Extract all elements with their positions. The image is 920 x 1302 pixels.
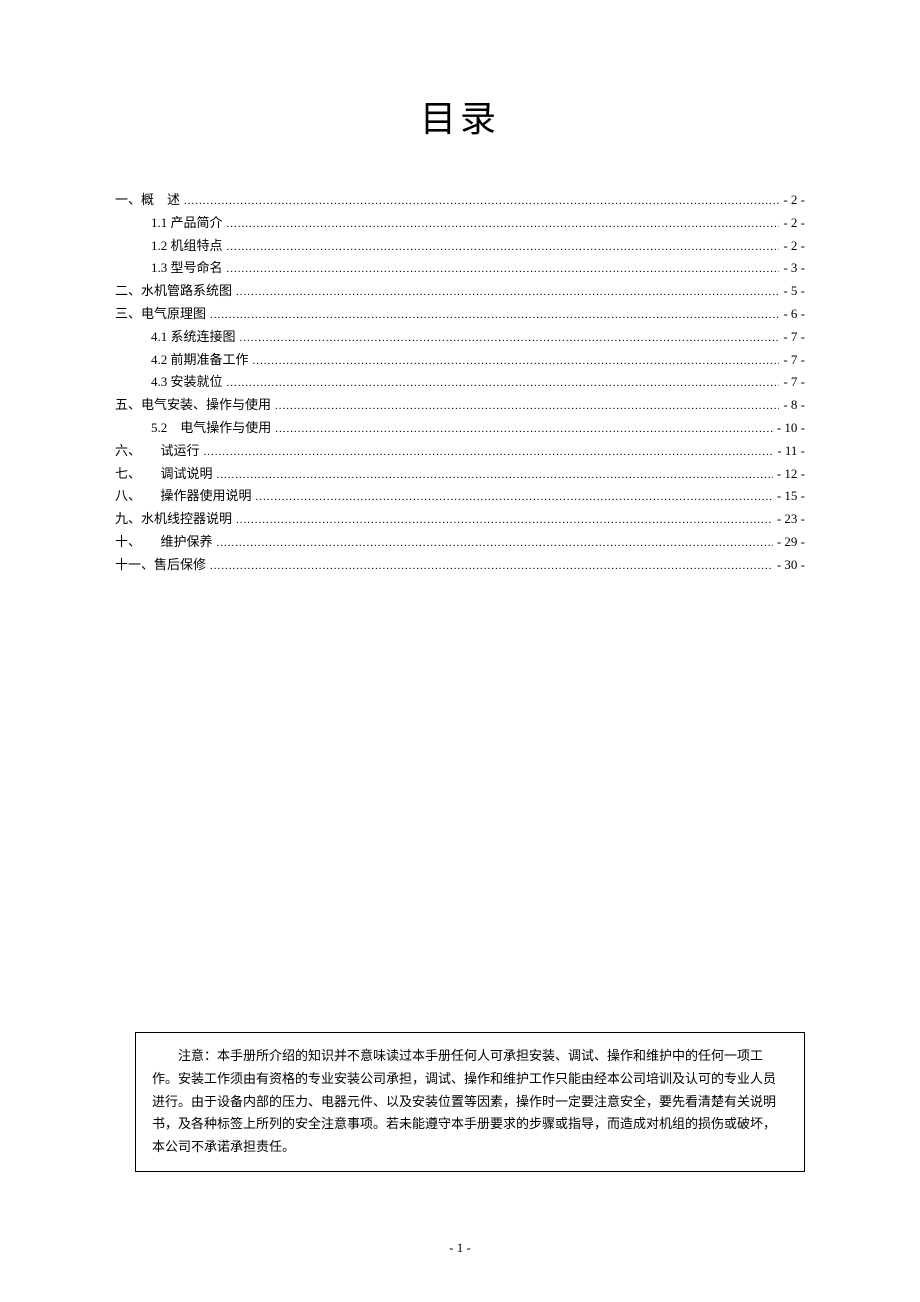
toc-label: 七、 调试说明 (115, 464, 213, 485)
toc-page-number: - 8 - (783, 395, 805, 416)
toc-label: 1.2 机组特点 (115, 236, 223, 257)
toc-label: 一、概 述 (115, 190, 180, 211)
toc-leader-dots (275, 418, 773, 439)
toc-leader-dots (210, 304, 779, 325)
page-footer-number: - 1 - (0, 1240, 920, 1256)
table-of-contents: 一、概 述 - 2 - 1.1 产品简介 - 2 - 1.2 机组特点 - 2 … (115, 190, 805, 576)
toc-leader-dots (240, 327, 780, 348)
toc-entry: 1.2 机组特点 - 2 - (115, 236, 805, 257)
toc-page-number: - 3 - (783, 258, 805, 279)
toc-page-number: - 7 - (783, 372, 805, 393)
toc-leader-dots (227, 372, 780, 393)
toc-leader-dots (227, 236, 780, 257)
toc-entry: 七、 调试说明 - 12 - (115, 464, 805, 485)
toc-page-number: - 10 - (777, 418, 805, 439)
toc-label: 三、电气原理图 (115, 304, 206, 325)
toc-label: 二、水机管路系统图 (115, 281, 232, 302)
toc-entry: 4.1 系统连接图 - 7 - (115, 327, 805, 348)
toc-page-number: - 7 - (783, 327, 805, 348)
toc-label: 十一、售后保修 (115, 555, 206, 576)
toc-page-number: - 15 - (777, 486, 805, 507)
toc-page-number: - 5 - (783, 281, 805, 302)
toc-page-number: - 7 - (783, 350, 805, 371)
toc-page-number: - 2 - (783, 213, 805, 234)
toc-leader-dots (184, 190, 779, 211)
toc-entry: 三、电气原理图 - 6 - (115, 304, 805, 325)
toc-entry: 5.2 电气操作与使用 - 10 - (115, 418, 805, 439)
toc-label: 十、 维护保养 (115, 532, 213, 553)
document-page: 目录 一、概 述 - 2 - 1.1 产品简介 - 2 - 1.2 机组特点 -… (0, 0, 920, 576)
toc-leader-dots (236, 281, 779, 302)
toc-label: 4.2 前期准备工作 (115, 350, 249, 371)
toc-leader-dots (253, 350, 780, 371)
toc-label: 六、 试运行 (115, 441, 200, 462)
toc-entry: 4.2 前期准备工作 - 7 - (115, 350, 805, 371)
notice-box: 注意：本手册所介绍的知识并不意味读过本手册任何人可承担安装、调试、操作和维护中的… (135, 1032, 805, 1172)
toc-leader-dots (256, 486, 773, 507)
toc-entry: 一、概 述 - 2 - (115, 190, 805, 211)
toc-leader-dots (217, 532, 773, 553)
toc-entry: 二、水机管路系统图 - 5 - (115, 281, 805, 302)
toc-page-number: - 12 - (777, 464, 805, 485)
toc-page-number: - 6 - (783, 304, 805, 325)
toc-entry: 八、 操作器使用说明 - 15 - (115, 486, 805, 507)
toc-leader-dots (204, 441, 774, 462)
toc-entry: 十、 维护保养 - 29 - (115, 532, 805, 553)
toc-leader-dots (210, 555, 773, 576)
toc-label: 1.3 型号命名 (115, 258, 223, 279)
toc-entry: 1.3 型号命名 - 3 - (115, 258, 805, 279)
toc-label: 五、电气安装、操作与使用 (115, 395, 271, 416)
toc-page-number: - 11 - (777, 441, 805, 462)
notice-text: 注意：本手册所介绍的知识并不意味读过本手册任何人可承担安装、调试、操作和维护中的… (152, 1045, 788, 1159)
toc-entry: 1.1 产品简介 - 2 - (115, 213, 805, 234)
toc-label: 1.1 产品简介 (115, 213, 223, 234)
toc-entry: 六、 试运行 - 11 - (115, 441, 805, 462)
toc-label: 4.3 安装就位 (115, 372, 223, 393)
toc-page-number: - 23 - (777, 509, 805, 530)
toc-label: 九、水机线控器说明 (115, 509, 232, 530)
toc-page-number: - 2 - (783, 190, 805, 211)
toc-entry: 十一、售后保修 - 30 - (115, 555, 805, 576)
toc-label: 八、 操作器使用说明 (115, 486, 252, 507)
toc-leader-dots (227, 258, 780, 279)
page-title: 目录 (115, 90, 805, 142)
toc-label: 4.1 系统连接图 (115, 327, 236, 348)
toc-leader-dots (217, 464, 773, 485)
toc-entry: 4.3 安装就位 - 7 - (115, 372, 805, 393)
toc-page-number: - 30 - (777, 555, 805, 576)
toc-page-number: - 2 - (783, 236, 805, 257)
toc-leader-dots (227, 213, 780, 234)
toc-leader-dots (275, 395, 779, 416)
toc-leader-dots (236, 509, 773, 530)
toc-page-number: - 29 - (777, 532, 805, 553)
toc-label: 5.2 电气操作与使用 (115, 418, 271, 439)
toc-entry: 五、电气安装、操作与使用 - 8 - (115, 395, 805, 416)
toc-entry: 九、水机线控器说明 - 23 - (115, 509, 805, 530)
